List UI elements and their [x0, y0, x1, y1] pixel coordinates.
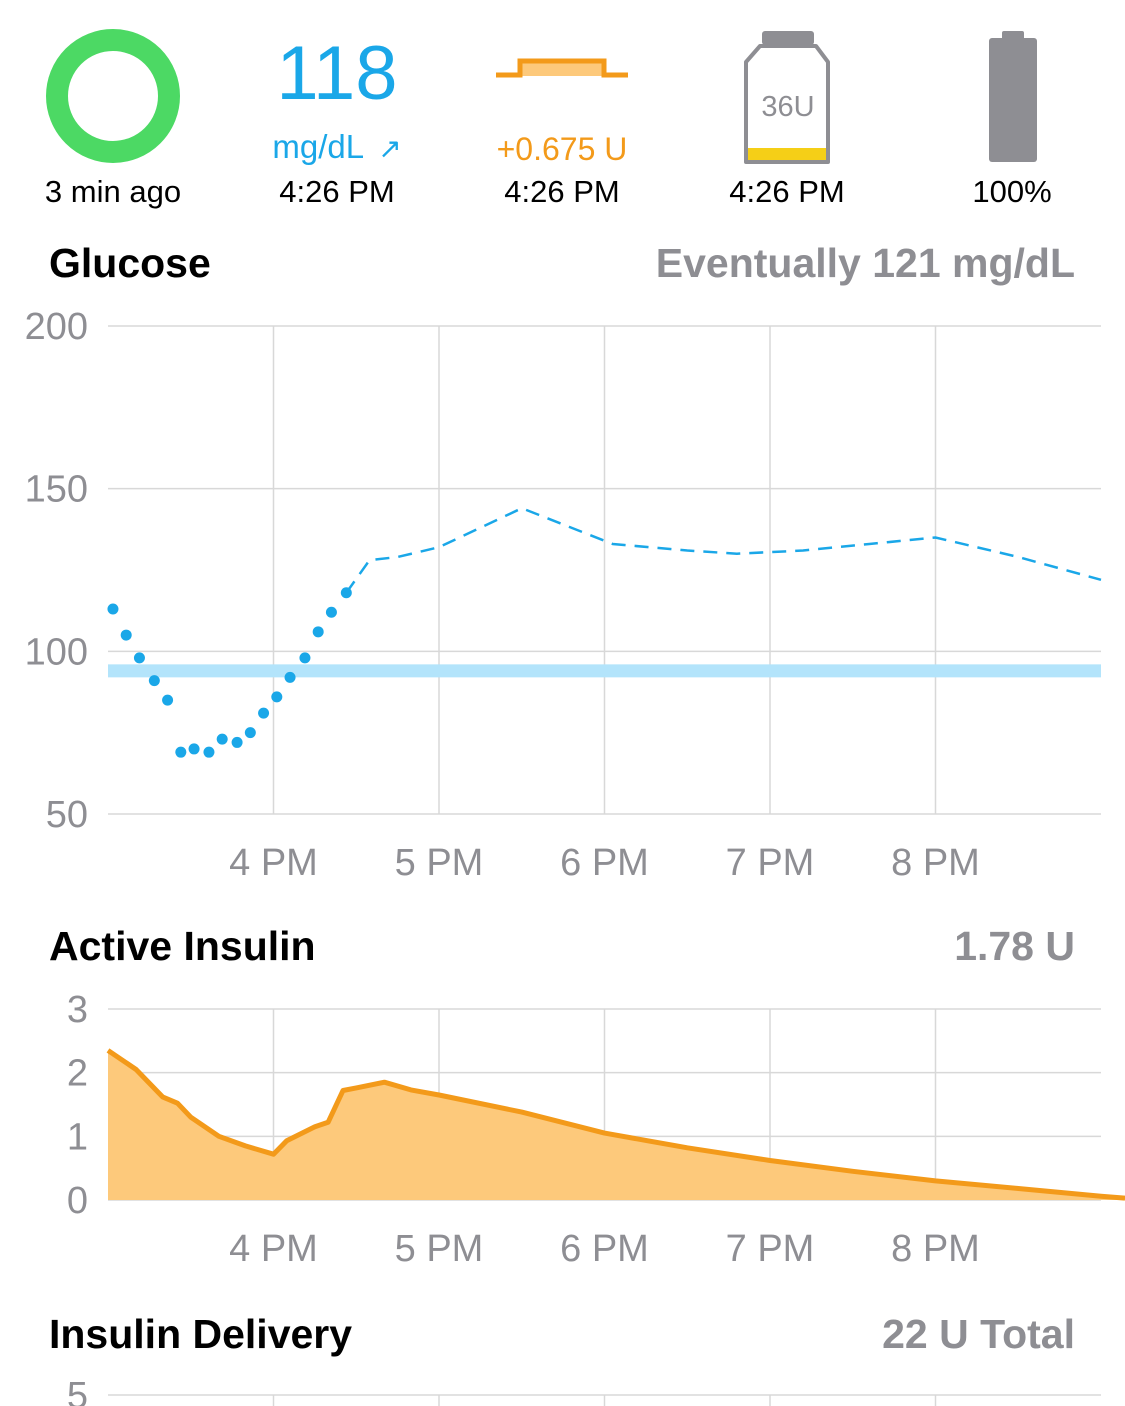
- glucose-reading-point: [284, 671, 296, 683]
- y-tick-label: 5: [67, 1375, 88, 1406]
- glucose-chart: 50 100 150 200 4 PM 5 PM 6 PM 7 PM 8 PM: [25, 306, 1102, 884]
- reservoir-time: 4:26 PM: [729, 174, 845, 209]
- insulin-delivery-chart: 5: [67, 1375, 1101, 1406]
- active-insulin-value: 1.78 U: [954, 923, 1075, 969]
- x-tick-label: 5 PM: [395, 842, 484, 884]
- x-tick-label: 7 PM: [726, 842, 815, 884]
- glucose-reading-point: [162, 694, 174, 706]
- x-tick-label: 4 PM: [229, 842, 318, 884]
- active-insulin-line: [106, 1048, 1125, 1201]
- battery-percent: 100%: [972, 174, 1052, 209]
- x-tick-label: 8 PM: [891, 842, 980, 884]
- glucose-time: 4:26 PM: [279, 174, 395, 209]
- y-tick-label: 200: [25, 306, 88, 348]
- eventual-glucose-value: Eventually 121 mg/dL: [655, 240, 1075, 286]
- x-tick-label: 6 PM: [560, 1228, 649, 1270]
- x-tick-label: 4 PM: [229, 1228, 318, 1270]
- battery-icon: [989, 31, 1037, 162]
- glucose-reading-point: [312, 626, 324, 638]
- glucose-reading-point: [258, 707, 270, 719]
- trend-arrow-icon: ↗: [378, 133, 402, 164]
- glucose-reading-point: [107, 603, 119, 615]
- reservoir-label: 36U: [761, 91, 814, 123]
- glucose-reading-point: [216, 733, 228, 745]
- x-tick-label: 7 PM: [726, 1228, 815, 1270]
- loop-status-text: 3 min ago: [44, 174, 182, 209]
- y-tick-label: 100: [25, 631, 88, 673]
- glucose-unit-row: mg/dL ↗: [237, 128, 437, 166]
- glucose-reading-point: [188, 743, 200, 755]
- y-tick-label: 1: [67, 1116, 88, 1158]
- glucose-reading-point: [244, 727, 256, 739]
- insulin-delivery-total: 22 U Total: [882, 1311, 1075, 1357]
- insulin-delivery-title: Insulin Delivery: [49, 1311, 353, 1357]
- loop-ring-icon[interactable]: [45, 28, 181, 164]
- glucose-reading-point: [271, 691, 283, 703]
- glucose-title: Glucose: [49, 240, 211, 286]
- glucose-reading-point: [325, 606, 337, 618]
- glucose-reading-point: [133, 652, 145, 664]
- x-tick-label: 8 PM: [891, 1228, 980, 1270]
- temp-basal-icon: [496, 58, 628, 78]
- y-tick-label: 3: [67, 989, 88, 1031]
- x-tick-label: 5 PM: [395, 1228, 484, 1270]
- temp-basal-time: 4:26 PM: [504, 174, 620, 209]
- glucose-value: 118: [276, 31, 398, 116]
- glucose-reading-point: [231, 736, 243, 748]
- temp-basal-value: +0.675 U: [496, 131, 628, 167]
- y-tick-label: 50: [46, 794, 88, 836]
- glucose-reading-point: [175, 746, 187, 758]
- active-insulin-chart: 0 1 2 3 4 PM 5 PM 6 PM 7 PM 8 PM: [67, 989, 1125, 1270]
- reservoir-icon: 36U: [744, 31, 830, 164]
- predicted-glucose-line: [345, 506, 1102, 594]
- y-tick-label: 2: [67, 1053, 88, 1095]
- glucose-reading-point: [299, 652, 311, 664]
- glucose-reading-point: [120, 629, 132, 641]
- glucose-reading-point: [203, 746, 215, 758]
- y-tick-label: 0: [67, 1180, 88, 1222]
- glucose-unit: mg/dL: [272, 128, 363, 165]
- y-tick-label: 150: [25, 469, 88, 511]
- target-range-band: [108, 664, 1101, 678]
- glucose-reading-point: [148, 675, 160, 687]
- active-insulin-title: Active Insulin: [49, 923, 316, 969]
- x-tick-label: 6 PM: [560, 842, 649, 884]
